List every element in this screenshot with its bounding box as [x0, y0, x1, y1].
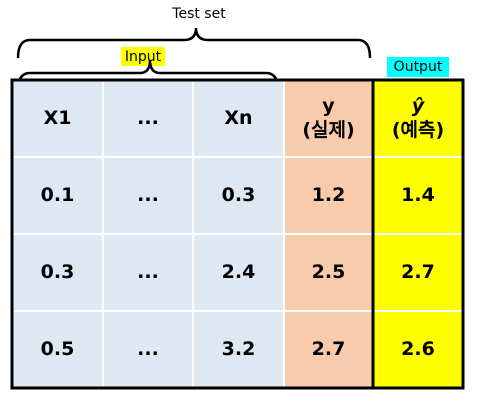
- table-cell: 0.3: [41, 261, 75, 283]
- header-note: (실제): [302, 119, 354, 141]
- table-cell: 1.2: [312, 184, 346, 206]
- table-cell: 2.4: [222, 261, 256, 283]
- table: X1... Xn y(실제) ŷ(예측) 0.1... 0.3 1.2 1.4 0.3... 2.…: [10, 78, 465, 390]
- test-set-label: Test set: [171, 6, 226, 22]
- header-symbol: ŷ: [412, 95, 426, 117]
- table-cell: 0.5: [41, 338, 75, 360]
- header-cell: ...: [137, 107, 159, 129]
- output-border: [371, 78, 465, 390]
- header-cell: Xn: [224, 107, 252, 129]
- header-symbol: y: [322, 95, 335, 117]
- test-set-brace: [16, 27, 372, 59]
- table-cell: 0.3: [222, 184, 256, 206]
- table-cell: 2.7: [401, 261, 435, 283]
- table-cell: ...: [137, 261, 159, 283]
- output-highlight: [387, 57, 449, 77]
- output-label: Output: [394, 59, 443, 75]
- table-cell: 2.7: [312, 338, 346, 360]
- table-cell: 2.6: [401, 338, 435, 360]
- table-cell: 1.4: [401, 184, 435, 206]
- table-cell: 2.5: [312, 261, 346, 283]
- table-cell: ...: [137, 184, 159, 206]
- table-cell: 0.1: [41, 184, 75, 206]
- table-cell: 3.2: [222, 338, 256, 360]
- input-brace: [16, 59, 280, 91]
- input-label: Input: [125, 49, 162, 65]
- header-note: (예측): [392, 119, 444, 141]
- input-highlight: [121, 47, 165, 66]
- table-cell: ...: [137, 338, 159, 360]
- header-cell: X1: [44, 107, 72, 129]
